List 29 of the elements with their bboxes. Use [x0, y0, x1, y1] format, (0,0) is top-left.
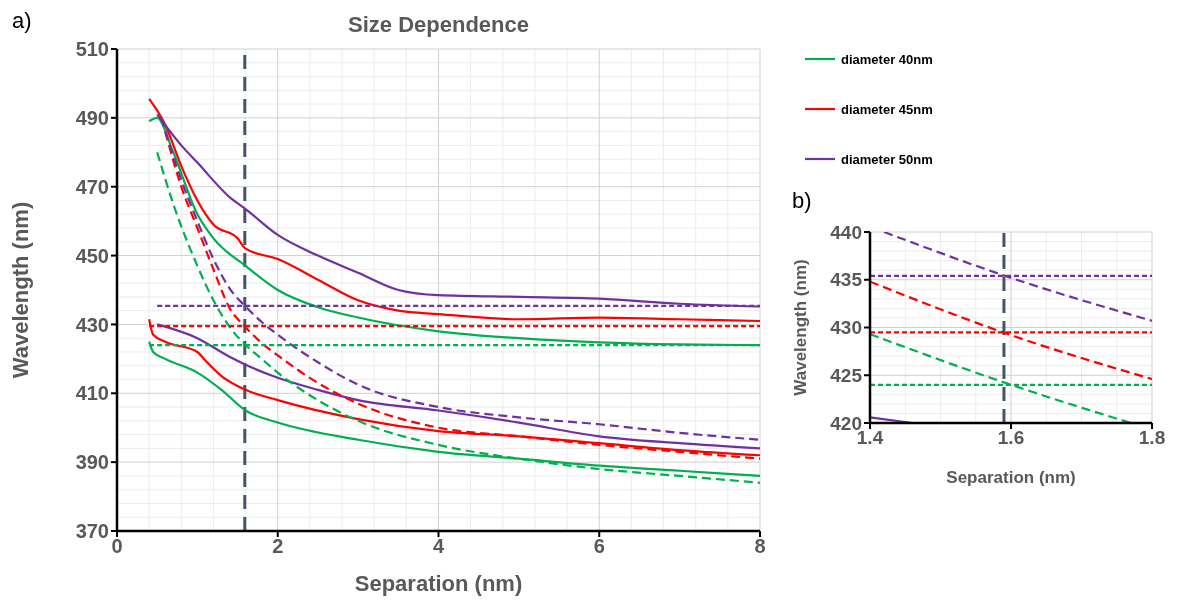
- x-tick-label: 4: [432, 535, 445, 558]
- y-tick-label: 450: [75, 244, 109, 267]
- y-axis-title: Wavelength (nm): [791, 259, 811, 396]
- y-axis-title: Wavelength (nm): [7, 201, 33, 379]
- y-tick-label: 425: [830, 364, 863, 386]
- text: b): [792, 188, 812, 214]
- x-tick-label: 6: [593, 535, 605, 558]
- x-axis-title: Separation (nm): [354, 571, 523, 596]
- y-tick-label: 410: [75, 382, 109, 405]
- chart-title: Size Dependence: [347, 12, 530, 38]
- x-axis-title: Separation (nm): [946, 468, 1076, 487]
- x-tick-label: 8: [754, 535, 766, 558]
- y-tick-label: 470: [75, 175, 109, 198]
- y-tick-label: 390: [75, 451, 109, 474]
- y-tick-label: 440: [830, 221, 862, 243]
- y-tick-label: 435: [830, 269, 863, 291]
- x-tick-label: 0: [111, 535, 123, 558]
- y-tick-label: 490: [75, 106, 109, 129]
- x-tick-label: 2: [272, 535, 284, 558]
- x-tick-label: 1.8: [1138, 427, 1166, 449]
- x-tick-label: 1.6: [997, 427, 1025, 449]
- y-tick-label: 430: [75, 313, 109, 336]
- legend-label: diameter 40nm: [841, 51, 933, 67]
- y-tick-label: 430: [830, 317, 862, 339]
- y-tick-label: 510: [75, 38, 109, 61]
- legend-label: diameter 45nm: [841, 101, 933, 117]
- y-tick-label: 370: [75, 520, 109, 543]
- legend-label: diameter 50nm: [841, 151, 933, 167]
- text: a): [12, 8, 32, 34]
